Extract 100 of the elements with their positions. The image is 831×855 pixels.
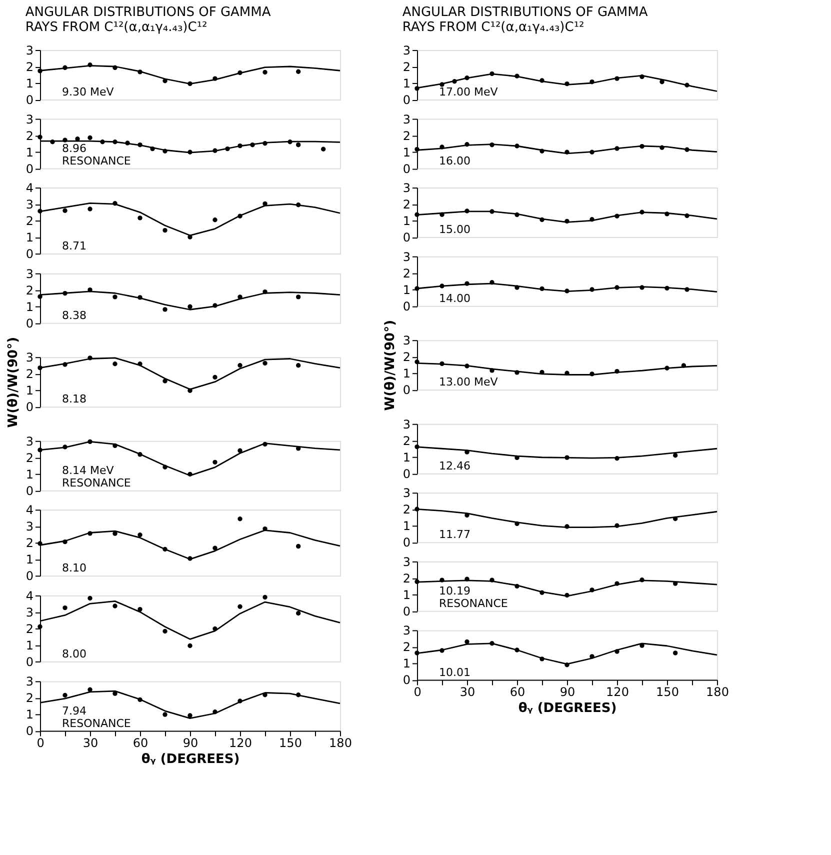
annotation: 12.46	[439, 459, 470, 472]
y-tick-label: 2	[402, 640, 410, 654]
y-tick-label: 1	[26, 552, 34, 567]
point	[38, 134, 42, 140]
y-tick-label: 0	[26, 724, 34, 738]
x-tick-label: 60	[132, 736, 148, 750]
x-axis-title: θᵧ (DEGREES)	[141, 752, 240, 768]
point	[138, 216, 142, 220]
point	[62, 692, 68, 698]
point	[212, 374, 218, 380]
annotation: 8.18	[62, 392, 86, 406]
x-tick-label: 90	[560, 685, 576, 700]
chart-title: ANGULAR DISTRIBUTIONS OF GAMMA RAYS FROM C¹²(α,α₁γ₄.₄₃)C¹²	[25, 5, 271, 35]
y-tick-label: 3	[26, 605, 34, 620]
x-tick-label: 30	[460, 685, 476, 700]
y-tick-label: 2	[402, 198, 410, 212]
annotation: 16.00	[439, 154, 470, 168]
point	[62, 208, 68, 213]
y-tick-label: 3	[26, 44, 34, 58]
point	[212, 460, 218, 464]
y-tick-label: 3	[26, 112, 34, 126]
y-tick-label: 3	[26, 350, 34, 365]
x-tick-label: 180	[706, 685, 729, 700]
x-tick-label: 120	[229, 736, 252, 750]
y-tick-label: 2	[26, 214, 34, 228]
y-tick-label: 0	[402, 604, 410, 618]
y-tick-label: 0	[402, 383, 410, 398]
point	[262, 70, 268, 75]
annotation: 17.00 MeV	[439, 86, 498, 99]
y-tick-label: 2	[26, 622, 34, 636]
y-tick-label: 0	[402, 299, 410, 314]
annotation: 8.71	[62, 240, 86, 253]
point	[162, 228, 168, 233]
y-tick-label: 1	[402, 656, 410, 671]
point	[112, 362, 118, 366]
y-tick-label: 0	[26, 400, 34, 414]
y-tick-label: 3	[402, 624, 410, 638]
x-tick-label: 30	[82, 736, 98, 750]
annotation: RESONANCE	[439, 596, 508, 610]
y-tick-label: 0	[402, 466, 410, 481]
point	[262, 360, 268, 366]
x-tick-label: 0	[36, 736, 44, 750]
y-tick-label: 0	[26, 484, 34, 498]
point	[138, 606, 142, 612]
y-tick-label: 0	[402, 162, 410, 176]
point	[238, 363, 242, 368]
y-tick-label: 1	[402, 76, 410, 90]
annotation: 9.30 MeV	[62, 86, 114, 99]
annotation: 7.94	[62, 704, 86, 718]
x-tick-label: 90	[182, 736, 198, 750]
y-tick-label: 2	[402, 266, 410, 280]
y-tick-label: 3	[402, 181, 410, 196]
point	[212, 546, 218, 550]
annotation: 10.01	[439, 666, 470, 679]
y-tick-label: 3	[402, 334, 410, 348]
y-tick-label: 0	[26, 247, 34, 262]
y-tick-label: 1	[26, 384, 34, 398]
x-tick-label: 150	[279, 736, 302, 750]
x-tick-label: 60	[510, 685, 526, 700]
annotation: 11.77	[439, 528, 470, 542]
y-tick-label: 0	[402, 93, 410, 107]
y-tick-label: 1	[26, 708, 34, 722]
annotation: 13.00 MeV	[439, 376, 498, 389]
annotation: 8.10	[62, 562, 86, 575]
point	[262, 594, 268, 600]
y-tick-label: 0	[402, 536, 410, 550]
x-tick-label: 120	[606, 685, 629, 700]
annotation: RESONANCE	[62, 716, 131, 730]
y-tick-label: 1	[26, 300, 34, 314]
annotation: 8.96	[62, 142, 86, 155]
y-tick-label: 3	[402, 112, 410, 126]
point	[320, 146, 326, 152]
annotation: 8.38	[62, 308, 86, 322]
point	[672, 453, 678, 458]
y-tick-label: 2	[26, 691, 34, 706]
y-tick-label: 1	[26, 145, 34, 160]
annotation: RESONANCE	[62, 476, 131, 490]
y-tick-label: 0	[26, 162, 34, 176]
point	[88, 135, 92, 140]
annotation: 10.19	[439, 584, 470, 598]
point	[188, 643, 192, 648]
y-tick-label: 3	[402, 44, 410, 58]
y-tick-label: 2	[402, 350, 410, 364]
y-tick-label: 3	[26, 674, 34, 689]
point	[88, 206, 92, 212]
y-tick-label: 1	[402, 214, 410, 228]
point	[112, 294, 118, 300]
y-tick-label: 1	[26, 638, 34, 652]
point	[296, 363, 301, 368]
point	[188, 304, 192, 309]
y-tick-label: 3	[26, 520, 34, 534]
y-tick-label: 3	[26, 266, 34, 281]
y-tick-label: 2	[26, 367, 34, 382]
y-tick-label: 0	[402, 673, 410, 688]
y-tick-label: 1	[402, 450, 410, 464]
y-tick-label: 3	[402, 486, 410, 500]
point	[296, 294, 301, 300]
y-tick-label: 1	[26, 76, 34, 90]
point	[238, 604, 242, 609]
point	[296, 142, 301, 148]
